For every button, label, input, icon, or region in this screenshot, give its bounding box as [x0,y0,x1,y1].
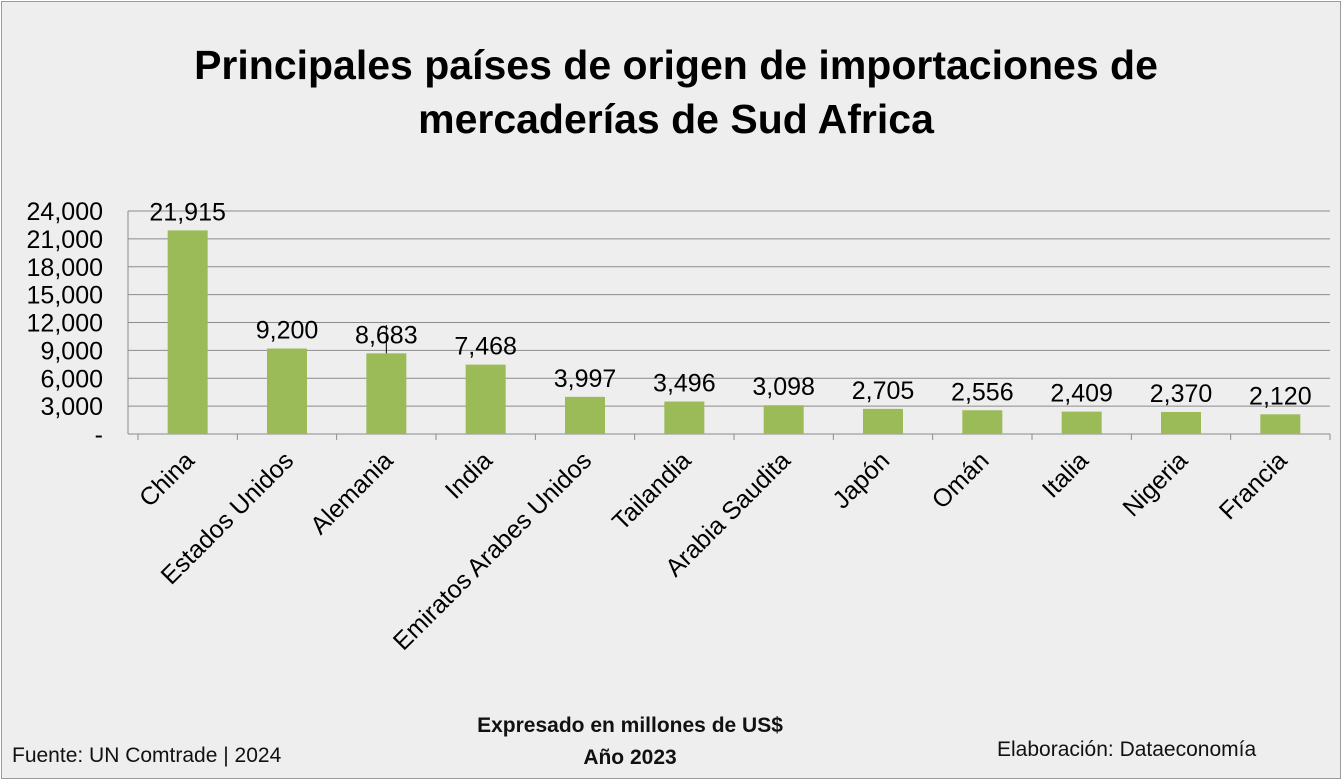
credit-text: Elaboración: Dataeconomía [997,738,1257,761]
bar [366,353,407,434]
bar [465,364,506,434]
bar [565,396,605,434]
x-tick-label: Omán [927,446,995,514]
bar [267,348,307,434]
bar [1260,414,1301,434]
data-label: 2,705 [852,377,915,405]
y-tick-label: 18,000 [27,254,103,282]
x-tick-label: India [440,446,498,504]
x-tick-label: Emiratos Arabes Unidos [388,446,597,655]
x-tick-label: Tailandia [607,446,697,536]
bar [863,408,903,434]
y-tick-label: 21,000 [27,226,103,254]
data-label: 2,556 [951,378,1014,406]
bar [1161,411,1201,434]
data-label: 21,915 [149,198,225,226]
data-label: 3,496 [653,370,716,398]
x-tick-label: Italia [1037,446,1094,503]
data-label: 9,200 [256,317,319,345]
y-tick-label: 12,000 [27,310,103,338]
x-tick-label: Nigeria [1117,446,1193,522]
bar [167,230,208,434]
x-tick-label: Francia [1214,446,1293,525]
source-text: Fuente: UN Comtrade | 2024 [12,744,282,767]
y-tick-label: 24,000 [27,198,103,226]
data-label: 3,098 [752,373,815,401]
data-label: 3,997 [554,365,617,393]
data-label: 2,120 [1249,382,1312,410]
data-label: 2,370 [1150,380,1213,408]
y-tick-label: 6,000 [40,365,103,393]
data-label: 2,409 [1050,380,1113,408]
x-tick-label: Alemania [305,446,399,540]
x-tick-label: China [134,446,200,512]
x-tick-label: Japón [827,446,895,514]
chart-title-line-2: mercaderías de Sud Africa [418,96,934,142]
bar [763,405,804,434]
chart-title: Principales países de origen de importac… [0,38,1344,146]
bar [664,401,705,434]
bar [962,410,1003,434]
chart-title-line-1: Principales países de origen de importac… [194,42,1158,88]
data-label: 7,468 [454,333,517,361]
bar [1061,411,1102,434]
year-note: Año 2023 [583,746,677,769]
y-tick-label: 3,000 [40,393,103,421]
units-note: Expresado en millones de US$ [477,714,783,737]
y-tick-label: - [95,421,103,449]
y-tick-label: 9,000 [40,337,103,365]
y-tick-label: 15,000 [27,282,103,310]
